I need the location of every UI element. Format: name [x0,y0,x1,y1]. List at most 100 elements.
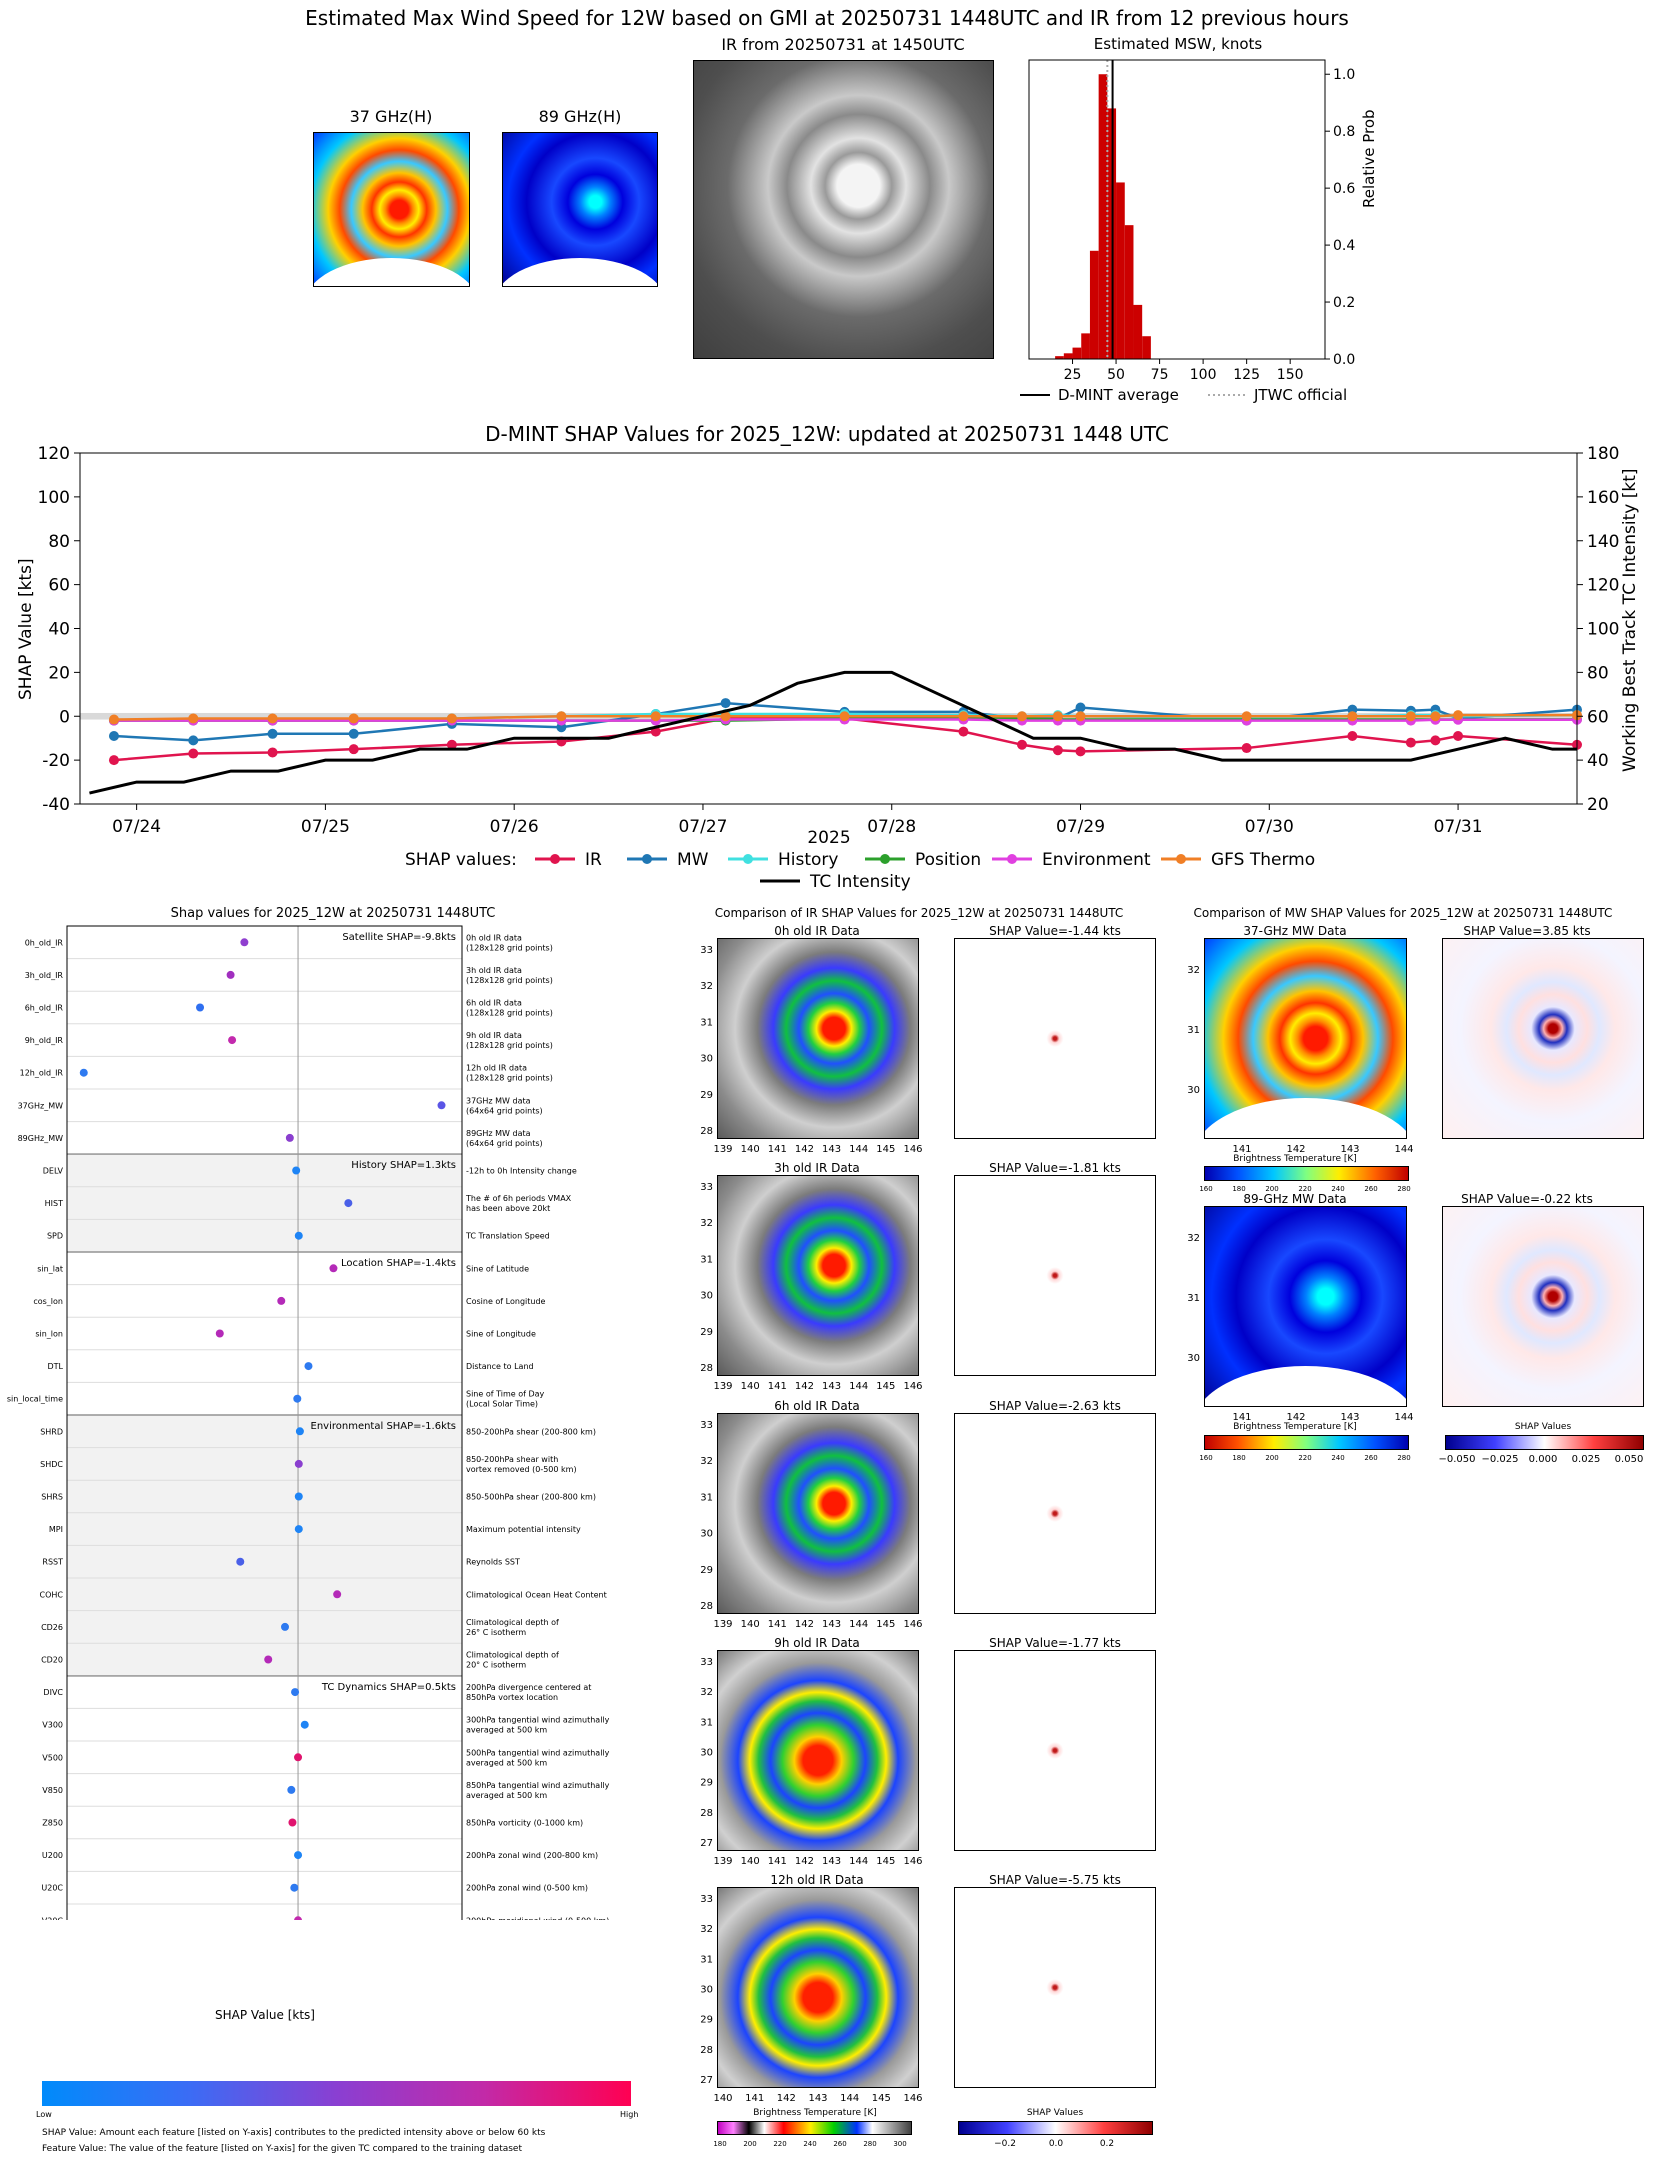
ts-ytick-left-label: 20 [48,663,70,683]
mw-bt-tick: 200 [1265,1454,1278,1462]
feature-shap-point [288,1818,297,1827]
ir-xtick-label: 143 [822,1381,841,1392]
series-ir-point [958,726,969,737]
ir-row-3-label: 9h old IR Data [774,1636,860,1650]
ts-ytick-right-label: 120 [1587,576,1619,596]
feature-shap-point [236,1557,245,1566]
series-gfs-thermo-point [839,711,850,722]
feature-name: 37GHz_MW [18,1101,63,1110]
ir-row-3-shapmap [954,1650,1156,1851]
legend-mw-marker [642,854,652,864]
hist-ytick-label: 0.0 [1333,352,1355,368]
ir-ytick-label: 33 [700,1420,713,1431]
feature-name: DTL [47,1362,63,1371]
ir-xtick-label: 143 [822,1856,841,1867]
feature-desc: 89GHz MW data [466,1129,531,1138]
feature-name: 3h_old_IR [25,971,64,980]
ir-row-3-image [717,1650,919,1851]
legend-dmint-label: D-MINT average [1058,386,1179,404]
series-gfs-thermo-point [267,713,278,724]
feature-shap-point [290,1883,299,1892]
feature-desc: averaged at 500 km [466,1791,547,1800]
msw-histogram: 25 50 75 100 125 150 0.0 0.2 0.4 0.6 0.8 1.0 D-MINT … [1020,59,1355,404]
mw89-label: 89 GHz(H) [538,107,622,126]
series-ir-point [1453,730,1464,741]
feature-desc: 850hPa tangential wind azimuthally [466,1781,610,1790]
ir-row-1-shapmap [954,1175,1156,1376]
feature-desc: 200hPa zonal wind (0-500 km) [466,1884,588,1893]
mw-bt-tick: 160 [1199,1185,1212,1193]
series-gfs-thermo-point [556,711,567,722]
ir-bt-ticks: 180 200 220 240 260 280 300 [713,2140,906,2148]
hist-bar [1089,250,1099,359]
mw-shap-colorbar [1445,1435,1644,1450]
feature-name: 9h_old_IR [25,1036,64,1045]
group-shading [67,1154,462,1252]
ir-ytick-label: 32 [700,1456,713,1467]
series-ir-point [188,748,199,759]
legend-ir-label: IR [585,850,602,870]
feature-desc: Sine of Time of Day [466,1390,545,1399]
hist-ylabel: Relative Prob [1360,109,1378,208]
hist-title: Estimated MSW, knots [1093,35,1263,53]
feature-desc: -12h to 0h Intensity change [466,1167,577,1176]
hist-bar [1055,356,1064,359]
legend-mw-label: MW [677,850,709,870]
series-ir-point [267,747,278,758]
ir-xtick-label: 144 [840,2093,859,2104]
mw-ytick-label: 32 [1187,1233,1200,1244]
series-gfs-thermo-point [1405,711,1416,722]
ir-ytick-label: 30 [700,1291,713,1302]
ts-legend-prefix: SHAP values: [405,850,517,870]
series-mw-point [267,728,278,739]
hist-bar [1133,304,1143,359]
mw-ytick-label: 30 [1187,1353,1200,1364]
ir-ytick-label: 28 [700,1808,713,1819]
hist-xtick-label: 150 [1277,367,1304,383]
ir-xtick-label: 139 [713,1856,732,1867]
ts-xtick-label: 07/28 [867,817,916,837]
feature-shap-point [285,1133,294,1142]
mw-bt-tick: 220 [1298,1185,1311,1193]
series-gfs-thermo-point [1430,711,1441,722]
feature-name: RSST [42,1558,63,1567]
hist-frame [1028,59,1326,360]
mw37-shapmap [1442,938,1644,1139]
mw-shap-tick: −0.025 [1481,1454,1518,1465]
ir-xtick-label: 145 [876,1144,895,1155]
mw-shap-tick: 0.025 [1572,1454,1601,1465]
scatter-frame [66,925,463,1920]
mw-xtick-label: 141 [1232,1144,1251,1155]
bar-panel-title: Shap values for 2025_12W at 20250731 144… [170,906,496,921]
ir-bt-cbar-label: Brightness Temperature [K] [753,2108,877,2118]
ir-row-4-label: 12h old IR Data [770,1873,864,1887]
feature-shap-point [228,1036,237,1045]
series-gfs-thermo-point [720,711,731,722]
feature-shap-point [294,1231,303,1240]
series-mw-point [188,735,199,746]
ts-ytick-left-label: 0 [59,707,70,727]
ir-row-1-image [717,1175,919,1376]
ir-xtick-label: 144 [849,1144,868,1155]
series-ir-line [113,717,1578,762]
ir-shap-tick: 0.2 [1100,2139,1114,2149]
feature-name: SHRD [40,1427,63,1436]
feature-name: Z850 [42,1819,63,1828]
ir-shap-ticks: −0.2 0.0 0.2 [994,2139,1114,2149]
ts-ytick-left-label: 60 [48,576,70,596]
feature-shap-point [294,1459,303,1468]
ts-xlabel: 2025 [807,828,851,848]
feature-name: V300 [42,1721,63,1730]
ir-xtick-label: 140 [741,1619,760,1630]
feature-shap-point [287,1785,296,1794]
ir-xtick-label: 145 [876,1856,895,1867]
ir-ytick-label: 30 [700,1529,713,1540]
ir-ytick-label: 29 [700,1778,713,1789]
ir-row-1-shap: SHAP Value=-1.81 kts [989,1161,1121,1175]
ts-xtick-label: 07/27 [678,817,727,837]
ir-row-2-label: 6h old IR Data [774,1399,860,1413]
cbar-high: High [620,2110,639,2119]
mw-bt-tick: 280 [1397,1454,1410,1462]
feature-name: U200 [42,1851,63,1860]
series-gfs-thermo-point [958,711,969,722]
